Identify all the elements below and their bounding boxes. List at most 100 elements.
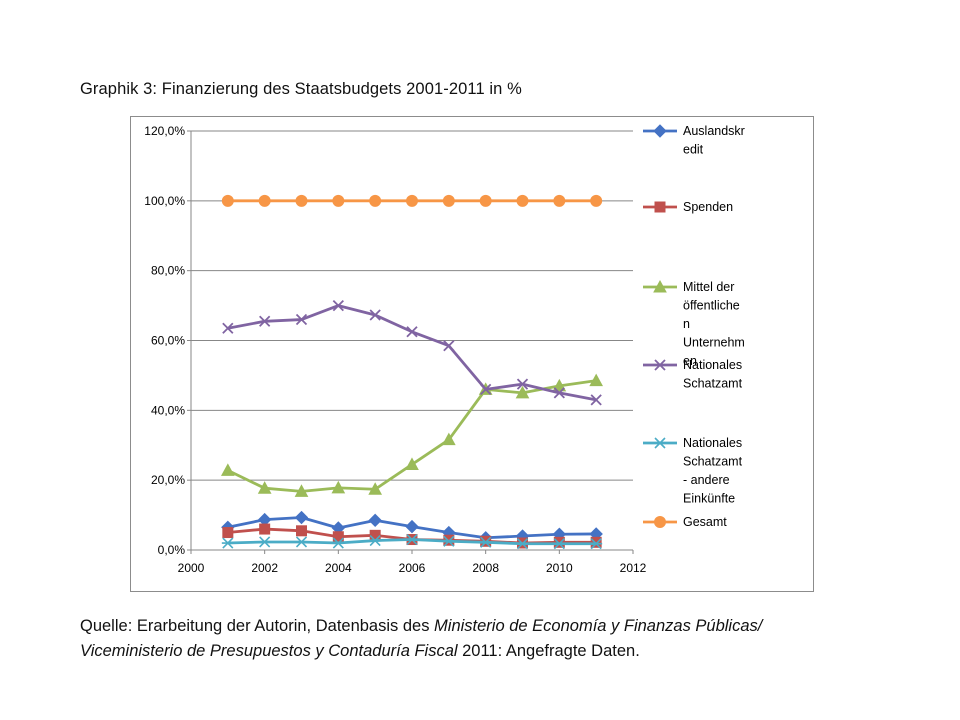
data-point [368,513,382,528]
data-point [296,525,307,537]
data-point [259,523,271,535]
data-point [332,299,344,312]
gridlines [191,130,633,481]
line-chart: 0,0% 20,0% 40,0% 60,0% 80,0% 100,0% 120,0% 200… [144,124,745,575]
data-point [516,194,529,207]
legend-label: edit [683,143,704,157]
legend-label: Mittel der [683,280,734,294]
data-point [295,313,308,326]
data-point [590,194,603,207]
data-point [441,432,456,446]
legend-item-nationales-schatzamt-andere-einkünfte: Nationales Schatzamt - andere Einkünfte [643,436,743,506]
x-tick-label: 2004 [325,561,352,575]
data-point [589,373,604,387]
data-point [480,383,492,396]
legend-label: en [683,354,697,368]
legend-label: Gesamt [683,515,727,529]
data-point [221,537,234,549]
data-point [369,309,381,321]
y-tick-label: 40,0% [151,403,185,417]
y-tick-label: 120,0% [144,124,185,138]
data-point [442,535,455,547]
data-point [222,527,234,539]
axes [187,130,634,554]
legend-marker [654,201,666,213]
legend-label: Unternehm [683,336,745,350]
data-point [259,315,271,327]
data-point [552,378,567,392]
legend-label: - andere [683,473,730,487]
data-point [221,194,234,207]
series-line-nationales-schatzamt [227,304,597,402]
data-point [405,457,419,470]
x-tick-label: 2008 [472,561,499,575]
legend-label: Nationales [683,358,742,372]
data-point [590,538,603,550]
data-point [258,536,271,548]
series-line-mittel-der-öffentlichen-unternehmen [227,379,597,493]
legend-label: Schatzamt [683,377,743,391]
data-point [442,194,455,207]
legend-item-spenden: Spenden [643,200,733,214]
series-nationales-schatzamt [222,299,602,406]
source-viceministry: Viceministerio de Presupuestos y Contadu… [80,642,458,660]
legend-label: Schatzamt [683,455,743,469]
data-point [369,194,382,207]
data-point [295,194,308,207]
series-nationales-schatzamt-andere-einkünfte [221,533,603,550]
data-point [222,322,234,334]
plot-series [220,194,604,550]
data-point [553,538,566,550]
x-tick-label: 2006 [399,561,426,575]
data-point [369,529,381,541]
series-gesamt [221,194,603,207]
x-tick-label: 2002 [251,561,278,575]
legend-marker [654,359,666,371]
data-point [553,387,565,399]
legend-marker [654,437,666,449]
y-tick-label: 20,0% [151,473,185,487]
data-point [553,194,566,207]
data-point [590,394,602,406]
data-point [406,533,418,546]
data-point [332,194,345,207]
x-tick-labels: 2000 2002 2004 2006 2008 2010 2012 [178,561,647,575]
legend-marker [653,279,667,293]
x-tick-label: 2000 [178,561,205,575]
data-point [331,480,346,494]
data-point [257,481,272,494]
data-point [479,536,492,548]
y-tick-label: 0,0% [158,543,186,557]
series-mittel-der-öffentlichen-unternehmen [220,373,604,497]
legend-label: Nationales [683,436,742,450]
legend-item-nationales-schatzamt: Nationales Schatzamt [643,358,743,391]
data-point [294,484,309,497]
data-point [369,535,382,547]
data-point [515,385,530,399]
data-point [516,378,529,390]
legend: Auslandskr edit Spenden Mittel der öffentlic… [643,124,745,529]
legend-label: Einkünfte [683,492,735,506]
legend-label: Spenden [683,200,733,214]
source-suffix: 2011: Angefragte Daten. [457,642,640,660]
legend-marker [654,516,666,528]
data-point [406,194,418,207]
source-note: Quelle: Erarbeitung der Autorin, Datenba… [80,614,900,664]
figure-caption: Graphik 3: Finanzierung des Staatsbudget… [80,80,522,98]
chart-frame: 0,0% 20,0% 40,0% 60,0% 80,0% 100,0% 120,0% 200… [130,116,814,592]
legend-item-mittel-der-öffentlichen-unternehmen: Mittel der öffentliche n Unternehm en [643,279,745,368]
data-point [332,537,345,549]
data-point [516,538,529,550]
data-point [294,510,309,525]
data-point [220,463,235,476]
y-tick-label: 60,0% [151,334,185,348]
y-tick-label: 100,0% [144,194,185,208]
x-tick-label: 2010 [546,561,573,575]
data-point [405,519,419,534]
data-point [406,326,418,338]
data-point [295,536,308,548]
data-point [368,482,383,495]
source-prefix: Quelle: Erarbeitung der Autorin, Datenba… [80,617,435,635]
data-point [258,194,271,207]
y-tick-label: 80,0% [151,264,185,278]
